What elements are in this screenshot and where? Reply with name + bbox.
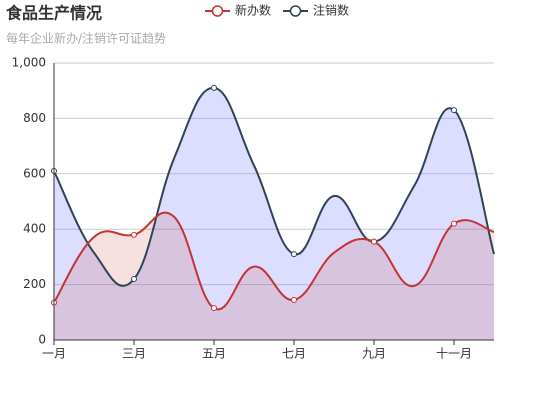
y-tick-label: 600	[23, 166, 46, 180]
y-tick-label: 1,000	[12, 56, 46, 70]
point	[131, 231, 137, 238]
chart-title: 食品生产情况	[5, 4, 102, 23]
x-tick-label: 五月	[202, 347, 226, 361]
point	[211, 305, 217, 312]
chart-subtitle: 每年企业新办/注销许可证趋势	[6, 31, 166, 46]
x-tick-label: 九月	[362, 347, 386, 361]
point	[211, 84, 217, 91]
y-tick-label: 400	[23, 222, 46, 236]
area	[54, 212, 494, 340]
point	[451, 220, 457, 227]
point	[291, 251, 297, 258]
point	[451, 107, 457, 114]
y-tick-label: 0	[38, 333, 46, 347]
x-tick-label: 三月	[122, 347, 146, 361]
y-tick-label: 200	[23, 277, 46, 291]
point	[291, 296, 297, 303]
legend-label: 新办数	[235, 3, 271, 18]
legend-label: 注销数	[313, 3, 349, 18]
x-tick-label: 一月	[42, 347, 66, 361]
point	[131, 276, 137, 283]
x-tick-label: 七月	[282, 347, 306, 361]
legend-symbol	[289, 5, 302, 17]
area	[54, 87, 494, 341]
legend-symbol	[211, 5, 224, 17]
y-tick-label: 800	[23, 111, 46, 125]
point	[371, 238, 377, 245]
x-tick-label: 十一月	[436, 347, 472, 361]
